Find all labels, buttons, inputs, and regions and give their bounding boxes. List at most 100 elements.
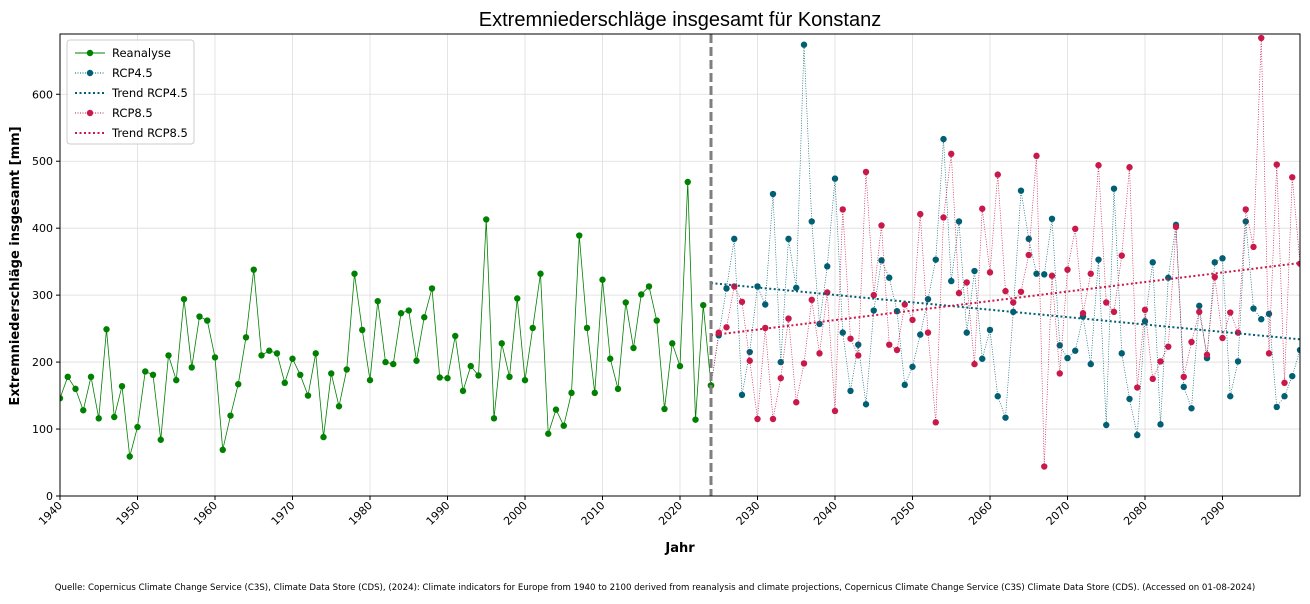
data-point-rcp4-5 (1281, 393, 1288, 400)
data-point-reanalyse (537, 270, 544, 277)
data-point-rcp4-5 (1149, 259, 1156, 266)
data-point-rcp8-5 (847, 335, 854, 342)
data-point-rcp4-5 (1227, 393, 1234, 400)
data-point-rcp4-5 (901, 381, 908, 389)
data-point-rcp4-5 (824, 263, 831, 270)
legend-label-trend-rcp4-5: Trend RCP4.5 (111, 86, 188, 100)
x-tick-label: 2040 (811, 499, 840, 528)
data-point-rcp4-5 (1017, 187, 1025, 194)
data-point-rcp8-5 (839, 206, 846, 213)
data-point-rcp4-5 (878, 257, 885, 264)
legend-label-rcp4-5: RCP4.5 (112, 66, 153, 80)
data-point-rcp8-5 (909, 316, 916, 324)
data-point-rcp4-5 (1118, 350, 1125, 357)
data-point-rcp4-5 (1289, 372, 1296, 380)
data-point-reanalyse (335, 403, 343, 410)
data-point-reanalyse (64, 373, 71, 381)
data-point-rcp8-5 (824, 289, 831, 296)
data-point-rcp4-5 (1211, 259, 1218, 266)
data-point-reanalyse (576, 232, 583, 239)
data-point-rcp8-5 (1141, 306, 1149, 314)
data-point-reanalyse (351, 270, 358, 277)
data-point-rcp4-5 (955, 218, 963, 225)
data-point-reanalyse (622, 299, 629, 306)
data-point-reanalyse (211, 354, 219, 361)
data-point-reanalyse (157, 436, 164, 443)
x-tick-label: 1980 (346, 499, 375, 528)
data-point-reanalyse (87, 373, 95, 381)
data-point-reanalyse (583, 324, 591, 332)
series-line-rcp4-5 (710, 44, 1300, 436)
data-point-rcp4-5 (1002, 414, 1009, 421)
data-point-rcp4-5 (1157, 421, 1164, 428)
data-point-rcp8-5 (754, 415, 761, 423)
data-point-reanalyse (242, 334, 250, 341)
data-point-rcp8-5 (1219, 334, 1226, 342)
data-point-reanalyse (413, 357, 420, 364)
data-point-reanalyse (545, 430, 552, 437)
x-tick-label: 2010 (579, 499, 608, 528)
data-point-reanalyse (165, 352, 172, 359)
data-point-reanalyse (405, 307, 412, 314)
data-point-rcp8-5 (1126, 164, 1133, 171)
series-layer (60, 34, 1300, 470)
legend-label-rcp8-5: RCP8.5 (112, 106, 153, 120)
data-point-rcp4-5 (1141, 318, 1149, 325)
data-point-reanalyse (374, 297, 381, 305)
x-tick-label: 2020 (656, 499, 685, 528)
data-point-reanalyse (599, 276, 606, 283)
data-point-rcp8-5 (777, 374, 784, 382)
data-point-reanalyse (258, 352, 265, 359)
data-point-reanalyse (684, 178, 691, 186)
data-point-rcp8-5 (862, 168, 870, 176)
data-point-rcp8-5 (746, 357, 753, 364)
data-point-rcp4-5 (1196, 302, 1203, 310)
legend-label-reanalyse: Reanalyse (112, 46, 171, 60)
data-point-reanalyse (196, 313, 203, 320)
data-point-rcp4-5 (855, 341, 862, 348)
data-point-reanalyse (483, 216, 490, 223)
data-point-reanalyse (560, 422, 567, 429)
data-point-reanalyse (273, 350, 281, 357)
data-point-rcp4-5 (948, 277, 955, 285)
data-point-rcp8-5 (893, 346, 901, 354)
data-point-reanalyse (607, 355, 614, 362)
data-point-rcp8-5 (1188, 338, 1195, 346)
data-point-rcp4-5 (1273, 403, 1280, 411)
data-point-rcp4-5 (738, 391, 746, 399)
data-point-reanalyse (95, 415, 102, 422)
data-point-rcp8-5 (855, 352, 862, 359)
data-point-reanalyse (490, 415, 498, 422)
y-tick-label: 400 (32, 222, 53, 235)
series-line-trend-rcp8-5 (710, 261, 1300, 337)
data-point-reanalyse (149, 371, 157, 379)
data-point-rcp4-5 (754, 283, 761, 290)
x-tick-label: 1960 (191, 499, 220, 528)
data-point-rcp4-5 (1095, 256, 1102, 263)
data-point-reanalyse (397, 310, 405, 317)
data-point-rcp8-5 (1196, 308, 1203, 316)
data-point-rcp8-5 (917, 210, 924, 218)
data-point-rcp4-5 (1103, 421, 1110, 429)
data-point-reanalyse (173, 376, 180, 384)
data-point-rcp8-5 (1203, 351, 1211, 358)
data-point-rcp8-5 (886, 341, 893, 348)
data-point-rcp4-5 (1056, 342, 1063, 349)
data-point-reanalyse (118, 382, 126, 390)
data-point-rcp8-5 (793, 399, 800, 406)
data-point-rcp8-5 (1064, 266, 1071, 273)
data-point-rcp4-5 (1258, 316, 1265, 323)
y-tick-label: 200 (32, 356, 53, 369)
data-point-rcp4-5 (1072, 347, 1079, 354)
data-point-rcp8-5 (1103, 299, 1110, 306)
data-point-rcp4-5 (839, 329, 846, 336)
data-point-reanalyse (552, 406, 560, 413)
data-point-rcp8-5 (1095, 162, 1102, 169)
y-tick-label: 300 (32, 289, 53, 302)
data-point-reanalyse (80, 407, 87, 414)
data-point-reanalyse (328, 370, 335, 377)
data-point-reanalyse (72, 385, 79, 393)
data-point-rcp4-5 (1265, 310, 1273, 318)
data-point-rcp4-5 (1087, 360, 1094, 368)
data-point-reanalyse (653, 317, 660, 324)
